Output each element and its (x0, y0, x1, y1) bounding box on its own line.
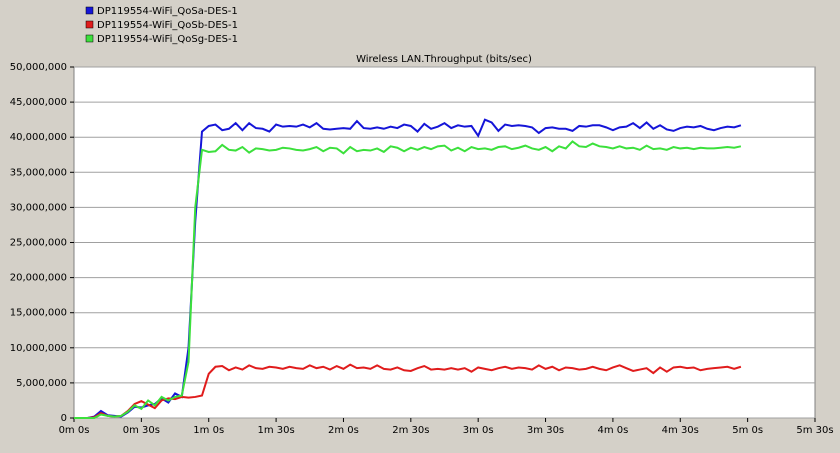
x-tick-label: 1m 30s (257, 425, 294, 436)
y-tick-label: 40,000,000 (10, 132, 67, 143)
x-tick-label: 1m 0s (193, 425, 224, 436)
x-tick-label: 5m 0s (732, 425, 763, 436)
y-tick-label: 35,000,000 (10, 167, 67, 178)
y-tick-label: 20,000,000 (10, 273, 67, 284)
legend-label: DP119554-WiFi_QoSb-DES-1 (97, 20, 238, 31)
y-tick-label: 25,000,000 (10, 238, 67, 249)
x-tick-label: 3m 0s (463, 425, 494, 436)
y-tick-label: 30,000,000 (10, 202, 67, 213)
legend-label: DP119554-WiFi_QoSa-DES-1 (97, 6, 238, 17)
x-tick-label: 5m 30s (796, 425, 833, 436)
series-line (74, 140, 742, 419)
legend-swatch (85, 20, 94, 29)
y-tick-label: 5,000,000 (16, 378, 67, 389)
series-line (74, 118, 742, 419)
chart-title: Wireless LAN.Throughput (bits/sec) (356, 54, 532, 65)
legend-label: DP119554-WiFi_QoSg-DES-1 (97, 34, 238, 45)
y-tick-label: 45,000,000 (10, 97, 67, 108)
x-tick-label: 3m 30s (527, 425, 564, 436)
x-tick-label: 4m 30s (662, 425, 699, 436)
x-tick-label: 4m 0s (597, 425, 628, 436)
x-tick-label: 2m 30s (392, 425, 429, 436)
legend-swatch (85, 6, 94, 15)
y-tick-label: 15,000,000 (10, 308, 67, 319)
legend-swatch (85, 34, 94, 43)
y-tick-label: 50,000,000 (10, 62, 67, 73)
x-tick-label: 0m 30s (123, 425, 160, 436)
x-tick-label: 0m 0s (59, 425, 90, 436)
x-tick-label: 2m 0s (328, 425, 359, 436)
y-tick-label: 10,000,000 (10, 343, 67, 354)
y-tick-label: 0 (61, 413, 67, 424)
series-line (74, 363, 742, 419)
